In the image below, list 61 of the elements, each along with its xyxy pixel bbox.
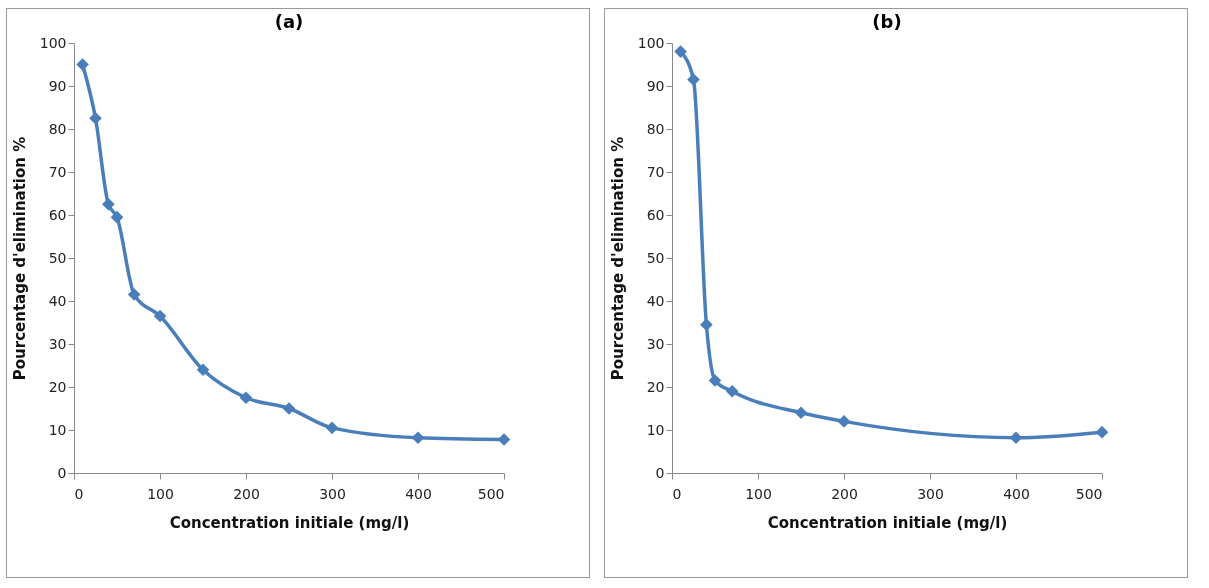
- y-tick-label: 80: [48, 120, 67, 137]
- y-axis-title: Pourcentage d'elimination %: [608, 136, 627, 381]
- y-tick-label: 70: [646, 163, 665, 180]
- point: [239, 391, 253, 405]
- point: [411, 431, 425, 445]
- x-tick-label: 400: [1003, 485, 1030, 502]
- point: [837, 415, 851, 428]
- y-tick-label: 100: [637, 34, 665, 51]
- x-tick-label: 400: [405, 485, 432, 502]
- chart-title: (b): [872, 11, 902, 32]
- y-tick-label: 30: [48, 335, 67, 352]
- x-tick-label: 300: [319, 485, 346, 502]
- point: [674, 45, 687, 58]
- point: [110, 210, 124, 224]
- y-tick-label: 20: [646, 378, 665, 395]
- point: [708, 374, 722, 387]
- x-tick-label: 0: [672, 485, 682, 502]
- y-tick-label: 0: [57, 464, 67, 481]
- y-tick-label: 30: [646, 335, 665, 352]
- y-tick-label: 50: [48, 249, 67, 266]
- x-tick-label: 200: [831, 485, 858, 502]
- x-tick-label: 100: [147, 485, 174, 502]
- point: [76, 58, 89, 71]
- y-tick-label: 0: [655, 464, 665, 481]
- y-tick-label: 80: [646, 120, 665, 137]
- y-tick-label: 100: [39, 34, 67, 51]
- point: [102, 197, 115, 211]
- point: [1009, 431, 1023, 445]
- y-tick-label: 90: [646, 77, 665, 94]
- point: [282, 402, 296, 415]
- point: [1095, 425, 1109, 439]
- point: [794, 406, 808, 420]
- point: [196, 363, 210, 377]
- y-tick-label: 10: [646, 421, 665, 438]
- point: [127, 288, 141, 301]
- y-tick-label: 70: [48, 163, 67, 180]
- y-tick-label: 60: [48, 206, 67, 223]
- y-tick-label: 50: [646, 249, 665, 266]
- point: [687, 73, 700, 86]
- y-tick-label: 90: [48, 77, 67, 94]
- x-axis-title: Concentration initiale (mg/l): [169, 513, 410, 532]
- x-axis-title: Concentration initiale (mg/l): [767, 513, 1008, 532]
- point: [725, 384, 739, 398]
- point: [89, 111, 102, 125]
- chart-title: (a): [274, 11, 304, 32]
- x-tick-label: 100: [745, 485, 772, 502]
- point: [497, 433, 511, 446]
- x-tick-label: 500: [477, 485, 505, 502]
- point: [700, 318, 713, 331]
- point: [325, 421, 339, 435]
- y-axis-title: Pourcentage d'elimination %: [10, 136, 29, 381]
- y-tick-label: 10: [48, 421, 67, 438]
- point: [153, 309, 167, 323]
- y-tick-label: 40: [646, 292, 665, 309]
- x-tick-label: 300: [917, 485, 944, 502]
- y-tick-label: 40: [48, 292, 67, 309]
- y-tick-label: 60: [646, 206, 665, 223]
- x-tick-label: 200: [233, 485, 260, 502]
- x-tick-label: 500: [1075, 485, 1103, 502]
- x-tick-label: 0: [74, 485, 84, 502]
- y-tick-label: 20: [48, 378, 67, 395]
